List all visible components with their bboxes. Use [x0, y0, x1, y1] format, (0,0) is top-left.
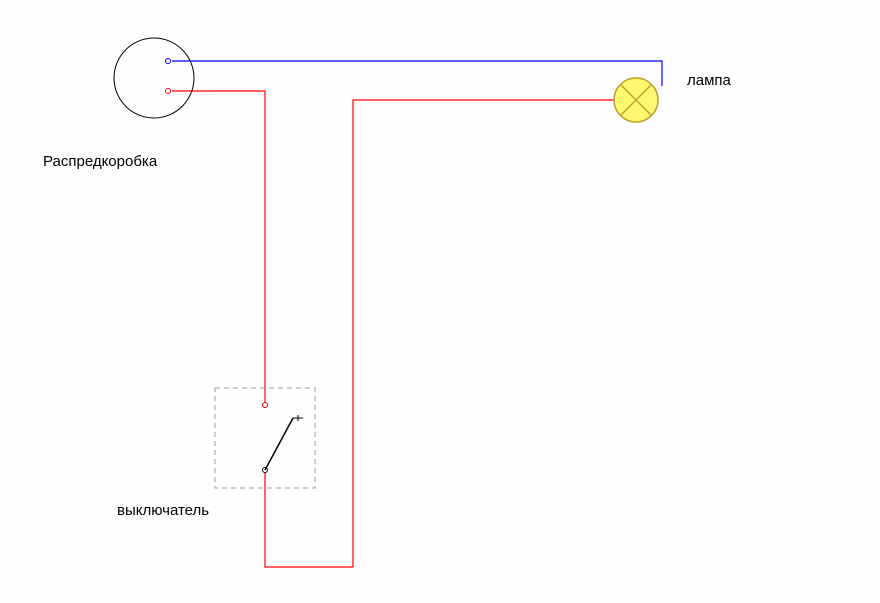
label-lamp: лампа	[687, 72, 731, 89]
lamp-symbol	[614, 78, 658, 122]
wire-live-to-switch	[172, 91, 265, 403]
switch-lever	[265, 418, 293, 470]
wiring-diagram: Распредкоробка лампа выключатель	[0, 0, 880, 598]
junction-terminal-neutral	[166, 59, 171, 64]
wire-live-bottom	[265, 472, 353, 567]
label-switch: выключатель	[117, 502, 209, 519]
wire-live-to-lamp	[353, 100, 614, 567]
wires-group	[172, 61, 662, 567]
switch-terminal-top	[263, 403, 268, 408]
junction-terminal-live	[166, 89, 171, 94]
wire-neutral	[172, 61, 662, 86]
junction-box	[114, 38, 194, 118]
switch-symbol	[215, 388, 315, 488]
label-junction-box: Распредкоробка	[43, 153, 157, 170]
